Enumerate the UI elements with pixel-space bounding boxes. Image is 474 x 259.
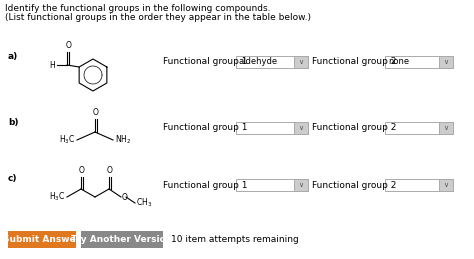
Text: Functional group 1: Functional group 1 bbox=[163, 124, 247, 133]
FancyBboxPatch shape bbox=[439, 179, 453, 191]
Text: O: O bbox=[93, 108, 99, 117]
Text: NH$_2$: NH$_2$ bbox=[115, 134, 131, 146]
Text: H$_3$C: H$_3$C bbox=[49, 191, 65, 203]
Text: Identify the functional groups in the following compounds.: Identify the functional groups in the fo… bbox=[5, 4, 271, 13]
Text: O: O bbox=[122, 192, 128, 202]
FancyBboxPatch shape bbox=[236, 122, 308, 134]
Text: ∨: ∨ bbox=[444, 125, 448, 131]
FancyBboxPatch shape bbox=[294, 179, 308, 191]
Text: H: H bbox=[49, 61, 55, 69]
FancyBboxPatch shape bbox=[385, 56, 453, 68]
FancyBboxPatch shape bbox=[439, 122, 453, 134]
Text: CH$_3$: CH$_3$ bbox=[136, 197, 152, 209]
Text: O: O bbox=[65, 41, 71, 50]
FancyBboxPatch shape bbox=[294, 122, 308, 134]
Text: O: O bbox=[107, 166, 113, 175]
Text: Functional group 1: Functional group 1 bbox=[163, 57, 247, 67]
Text: a): a) bbox=[8, 52, 18, 61]
Text: Try Another Version: Try Another Version bbox=[72, 235, 173, 244]
Text: Functional group 2: Functional group 2 bbox=[312, 181, 396, 190]
Text: 10 item attempts remaining: 10 item attempts remaining bbox=[171, 235, 299, 244]
FancyBboxPatch shape bbox=[385, 179, 453, 191]
Text: ∨: ∨ bbox=[299, 125, 303, 131]
FancyBboxPatch shape bbox=[439, 56, 453, 68]
Text: ∨: ∨ bbox=[299, 182, 303, 188]
Text: H$_3$C: H$_3$C bbox=[59, 134, 75, 146]
FancyBboxPatch shape bbox=[8, 231, 76, 248]
FancyBboxPatch shape bbox=[236, 56, 308, 68]
Text: O: O bbox=[79, 166, 85, 175]
FancyBboxPatch shape bbox=[294, 56, 308, 68]
Text: aldehyde: aldehyde bbox=[239, 57, 278, 67]
FancyBboxPatch shape bbox=[236, 179, 308, 191]
Text: Submit Answer: Submit Answer bbox=[3, 235, 81, 244]
Text: ∨: ∨ bbox=[444, 59, 448, 65]
Text: (List functional groups in the order they appear in the table below.): (List functional groups in the order the… bbox=[5, 13, 311, 22]
Text: Functional group 2: Functional group 2 bbox=[312, 57, 396, 67]
Text: ∨: ∨ bbox=[444, 182, 448, 188]
FancyBboxPatch shape bbox=[81, 231, 163, 248]
Text: none: none bbox=[388, 57, 409, 67]
Text: b): b) bbox=[8, 118, 18, 126]
FancyBboxPatch shape bbox=[385, 122, 453, 134]
Text: Functional group 1: Functional group 1 bbox=[163, 181, 247, 190]
Text: c): c) bbox=[8, 175, 18, 183]
Text: Functional group 2: Functional group 2 bbox=[312, 124, 396, 133]
Text: ∨: ∨ bbox=[299, 59, 303, 65]
